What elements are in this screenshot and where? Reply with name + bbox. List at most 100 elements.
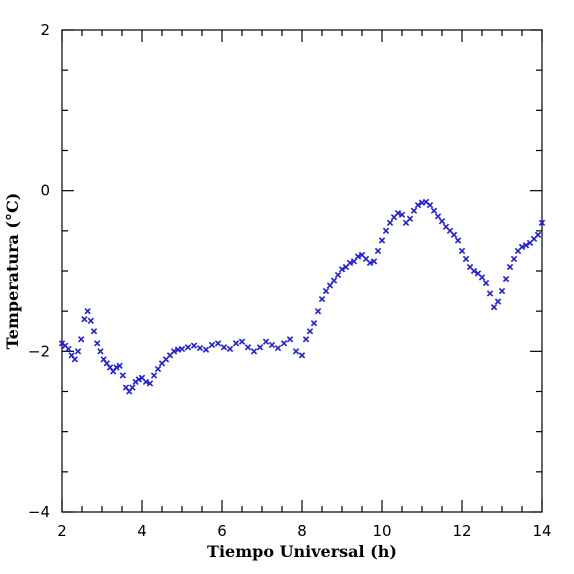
- x-axis-label: Tiempo Universal (h): [207, 542, 397, 561]
- data-point: [90, 328, 98, 335]
- x-tick-label: 8: [297, 522, 307, 540]
- data-point: [386, 219, 394, 226]
- data-point: [116, 362, 123, 369]
- data-point: [78, 336, 85, 343]
- data-point: [184, 344, 192, 351]
- data-point: [450, 231, 458, 239]
- data-point: [302, 336, 310, 343]
- data-point: [538, 219, 546, 226]
- data-point: [178, 345, 186, 353]
- data-point: [150, 372, 158, 379]
- data-point: [486, 290, 494, 297]
- data-point: [462, 255, 470, 263]
- data-point: [510, 255, 518, 263]
- data-point: [129, 384, 136, 391]
- y-tick-label: −4: [28, 503, 50, 521]
- y-tick-label: 0: [40, 182, 50, 200]
- data-point: [274, 344, 282, 352]
- data-point: [350, 258, 358, 265]
- data-point: [250, 348, 258, 355]
- data-point: [374, 247, 382, 255]
- data-point: [394, 209, 402, 217]
- data-point: [438, 218, 446, 225]
- data-point: [84, 308, 91, 315]
- data-point: [65, 345, 72, 353]
- y-tick-label: 2: [40, 21, 50, 39]
- data-point: [534, 231, 542, 239]
- data-point: [434, 213, 442, 220]
- data-point: [406, 215, 414, 222]
- x-tick-label: 14: [532, 522, 551, 540]
- data-point: [202, 346, 210, 353]
- data-point: [71, 356, 78, 363]
- x-tick-labels: 2 4 6 8 10 12 14: [57, 522, 551, 540]
- data-point: [262, 338, 270, 345]
- data-point: [518, 243, 526, 251]
- data-point: [306, 328, 314, 335]
- data-point: [154, 365, 162, 373]
- data-point: [330, 277, 338, 284]
- data-point: [458, 247, 466, 255]
- data-point: [498, 287, 506, 295]
- data-point: [214, 340, 222, 347]
- data-point: [322, 287, 330, 295]
- y-axis-label: Temperatura (°C): [3, 193, 22, 350]
- data-point: [87, 317, 94, 324]
- data-point: [318, 295, 326, 303]
- data-point: [378, 237, 386, 244]
- x-tick-label: 4: [137, 522, 147, 540]
- data-point: [454, 237, 462, 244]
- data-point: [226, 345, 234, 353]
- data-point: [292, 348, 300, 355]
- axis-ticks: [61, 29, 543, 513]
- data-point: [314, 308, 322, 315]
- data-point: [170, 348, 178, 355]
- data-point: [146, 380, 154, 387]
- data-point: [119, 372, 126, 379]
- data-point: [238, 338, 246, 345]
- data-point: [94, 340, 101, 347]
- data-point: [135, 376, 142, 383]
- data-point: [208, 341, 216, 349]
- data-point: [522, 242, 530, 249]
- data-point: [382, 227, 390, 234]
- data-point: [310, 320, 318, 327]
- x-tick-label: 6: [217, 522, 227, 540]
- data-point: [502, 275, 510, 283]
- data-point: [256, 344, 264, 351]
- data-point: [414, 201, 422, 209]
- data-point: [346, 259, 354, 267]
- data-point: [298, 352, 306, 359]
- data-point: [482, 279, 490, 287]
- data-point: [338, 266, 346, 273]
- data-point: [490, 303, 498, 311]
- data-point: [410, 207, 418, 214]
- data-point: [244, 344, 252, 351]
- data-point: [470, 267, 478, 275]
- data-point: [97, 348, 104, 355]
- data-point: [506, 263, 514, 271]
- x-tick-label: 12: [452, 522, 471, 540]
- x-tick-label: 2: [57, 522, 67, 540]
- data-point: [326, 282, 334, 289]
- data-point: [478, 274, 486, 281]
- y-tick-label: −2: [28, 342, 50, 360]
- data-point: [142, 378, 150, 386]
- data-point: [494, 298, 502, 305]
- data-point: [81, 316, 88, 323]
- data-point: [268, 341, 276, 349]
- data-point: [398, 211, 406, 218]
- data-points: [58, 198, 546, 395]
- data-point: [426, 201, 434, 209]
- data-point: [220, 344, 228, 351]
- plot-frame: [61, 29, 543, 513]
- data-point: [190, 342, 198, 349]
- data-point: [430, 207, 438, 214]
- data-point: [74, 348, 82, 355]
- data-point: [366, 259, 374, 267]
- x-tick-label: 10: [372, 522, 391, 540]
- data-point: [286, 336, 294, 343]
- data-point: [232, 340, 240, 347]
- data-point: [354, 253, 362, 260]
